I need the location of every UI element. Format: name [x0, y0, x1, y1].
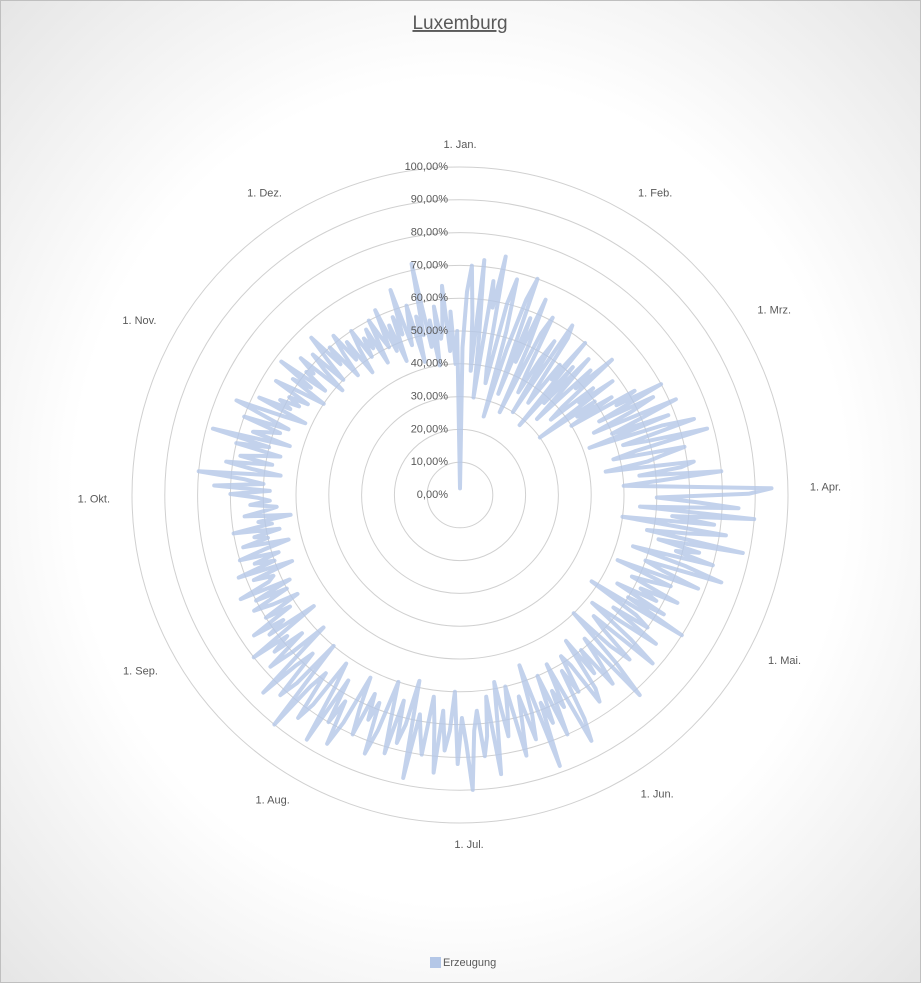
category-label: 1. Jul. [454, 839, 483, 851]
legend-label: Erzeugung [443, 957, 496, 969]
category-label: 1. Jun. [641, 789, 674, 801]
grid-ring [295, 330, 625, 660]
category-label: 1. Dez. [247, 188, 282, 200]
r-tick-label: 40,00% [411, 358, 449, 370]
legend-entry: Erzeugung [430, 957, 496, 969]
legend-swatch [430, 957, 441, 968]
r-tick-label: 70,00% [411, 259, 449, 271]
category-label: 1. Jan. [443, 139, 476, 151]
r-tick-label: 90,00% [411, 194, 449, 206]
category-label: 1. Nov. [122, 315, 156, 327]
plot-area [196, 254, 774, 792]
category-label: 1. Sep. [123, 666, 158, 678]
grid-ring [131, 166, 789, 824]
r-tick-label: 80,00% [411, 227, 449, 239]
grid-ring [328, 363, 592, 627]
category-label: 1. Feb. [638, 188, 672, 200]
series-line [196, 254, 774, 792]
r-tick-label: 20,00% [411, 423, 449, 435]
r-tick-label: 100,00% [405, 161, 449, 173]
grid-ring [164, 199, 756, 791]
r-tick-label: 30,00% [411, 391, 449, 403]
r-tick-label: 60,00% [411, 292, 449, 304]
category-label: 1. Mrz. [757, 304, 791, 316]
r-tick-label: 0,00% [417, 489, 448, 501]
grid-ring [262, 297, 658, 693]
category-label: 1. Okt. [78, 493, 110, 505]
chart-title: Luxemburg [412, 13, 507, 34]
labels: 0,00% 10,00% 20,00% 30,00% 40,00% 50,00% 60,00… [78, 139, 841, 851]
category-label: 1. Mai. [768, 655, 801, 667]
r-tick-label: 10,00% [411, 456, 449, 468]
category-label: 1. Apr. [810, 481, 841, 493]
r-tick-label: 50,00% [411, 325, 449, 337]
category-label: 1. Aug. [256, 795, 290, 807]
